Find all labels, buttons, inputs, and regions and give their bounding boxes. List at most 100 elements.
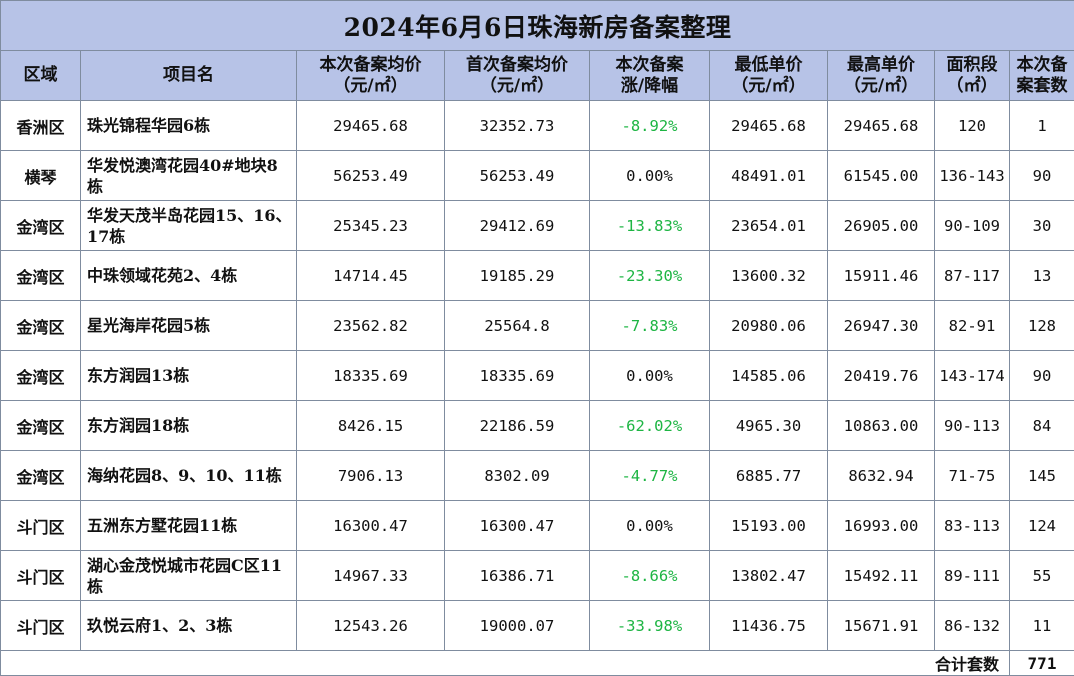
project-cell: 东方润园13栋 [81, 351, 297, 401]
units-cell: 84 [1010, 401, 1074, 451]
total-value: 771 [1010, 651, 1074, 676]
current-avg-cell: 56253.49 [297, 151, 445, 201]
min-price-cell: 20980.06 [710, 301, 828, 351]
district-cell: 金湾区 [1, 351, 81, 401]
max-price-cell: 16993.00 [828, 501, 935, 551]
col-header-units: 本次备 案套数 [1010, 51, 1074, 101]
district-cell: 金湾区 [1, 301, 81, 351]
area-cell: 83-113 [935, 501, 1010, 551]
area-cell: 71-75 [935, 451, 1010, 501]
max-price-cell: 61545.00 [828, 151, 935, 201]
units-cell: 55 [1010, 551, 1074, 601]
area-cell: 90-109 [935, 201, 1010, 251]
district-cell: 横琴 [1, 151, 81, 201]
first-avg-cell: 25564.8 [445, 301, 590, 351]
current-avg-cell: 14967.33 [297, 551, 445, 601]
min-price-cell: 13802.47 [710, 551, 828, 601]
project-cell: 华发悦澳湾花园40#地块8栋 [81, 151, 297, 201]
change-cell: -23.30% [590, 251, 710, 301]
col-header-first-avg: 首次备案均价 （元/㎡） [445, 51, 590, 101]
current-avg-cell: 8426.15 [297, 401, 445, 451]
change-cell: 0.00% [590, 351, 710, 401]
min-price-cell: 15193.00 [710, 501, 828, 551]
max-price-cell: 20419.76 [828, 351, 935, 401]
col-header-min-price: 最低单价 （元/㎡） [710, 51, 828, 101]
project-cell: 华发天茂半岛花园15、16、17栋 [81, 201, 297, 251]
current-avg-cell: 18335.69 [297, 351, 445, 401]
first-avg-cell: 8302.09 [445, 451, 590, 501]
district-cell: 金湾区 [1, 401, 81, 451]
max-price-cell: 8632.94 [828, 451, 935, 501]
min-price-cell: 23654.01 [710, 201, 828, 251]
max-price-cell: 26905.00 [828, 201, 935, 251]
col-header-max-price: 最高单价 （元/㎡） [828, 51, 935, 101]
project-cell: 海纳花园8、9、10、11栋 [81, 451, 297, 501]
district-cell: 斗门区 [1, 601, 81, 651]
area-cell: 136-143 [935, 151, 1010, 201]
header-row: 区域 项目名 本次备案均价 （元/㎡） 首次备案均价 （元/㎡） 本次备案 涨/… [1, 51, 1074, 101]
current-avg-cell: 7906.13 [297, 451, 445, 501]
col-header-district: 区域 [1, 51, 81, 101]
current-avg-cell: 14714.45 [297, 251, 445, 301]
col-header-change: 本次备案 涨/降幅 [590, 51, 710, 101]
district-cell: 斗门区 [1, 501, 81, 551]
units-cell: 11 [1010, 601, 1074, 651]
max-price-cell: 15911.46 [828, 251, 935, 301]
district-cell: 金湾区 [1, 201, 81, 251]
first-avg-cell: 22186.59 [445, 401, 590, 451]
first-avg-cell: 16386.71 [445, 551, 590, 601]
district-cell: 香洲区 [1, 101, 81, 151]
min-price-cell: 11436.75 [710, 601, 828, 651]
units-cell: 128 [1010, 301, 1074, 351]
max-price-cell: 29465.68 [828, 101, 935, 151]
current-avg-cell: 25345.23 [297, 201, 445, 251]
change-cell: 0.00% [590, 501, 710, 551]
table-title: 2024年6月6日珠海新房备案整理 [1, 1, 1074, 51]
total-label: 合计套数 [1, 651, 1010, 676]
change-cell: -4.77% [590, 451, 710, 501]
first-avg-cell: 18335.69 [445, 351, 590, 401]
project-cell: 珠光锦程华园6栋 [81, 101, 297, 151]
change-cell: -33.98% [590, 601, 710, 651]
first-avg-cell: 32352.73 [445, 101, 590, 151]
area-cell: 86-132 [935, 601, 1010, 651]
area-cell: 90-113 [935, 401, 1010, 451]
first-avg-cell: 16300.47 [445, 501, 590, 551]
project-cell: 玖悦云府1、2、3栋 [81, 601, 297, 651]
min-price-cell: 13600.32 [710, 251, 828, 301]
units-cell: 1 [1010, 101, 1074, 151]
units-cell: 90 [1010, 151, 1074, 201]
area-cell: 82-91 [935, 301, 1010, 351]
units-cell: 90 [1010, 351, 1074, 401]
current-avg-cell: 29465.68 [297, 101, 445, 151]
current-avg-cell: 12543.26 [297, 601, 445, 651]
area-cell: 87-117 [935, 251, 1010, 301]
change-cell: -7.83% [590, 301, 710, 351]
project-cell: 湖心金茂悦城市花园C区11栋 [81, 551, 297, 601]
col-header-area: 面积段 （㎡） [935, 51, 1010, 101]
change-cell: -62.02% [590, 401, 710, 451]
first-avg-cell: 56253.49 [445, 151, 590, 201]
max-price-cell: 26947.30 [828, 301, 935, 351]
col-header-current-avg: 本次备案均价 （元/㎡） [297, 51, 445, 101]
change-cell: -13.83% [590, 201, 710, 251]
first-avg-cell: 19185.29 [445, 251, 590, 301]
district-cell: 金湾区 [1, 251, 81, 301]
max-price-cell: 10863.00 [828, 401, 935, 451]
min-price-cell: 48491.01 [710, 151, 828, 201]
units-cell: 124 [1010, 501, 1074, 551]
current-avg-cell: 23562.82 [297, 301, 445, 351]
change-cell: 0.00% [590, 151, 710, 201]
